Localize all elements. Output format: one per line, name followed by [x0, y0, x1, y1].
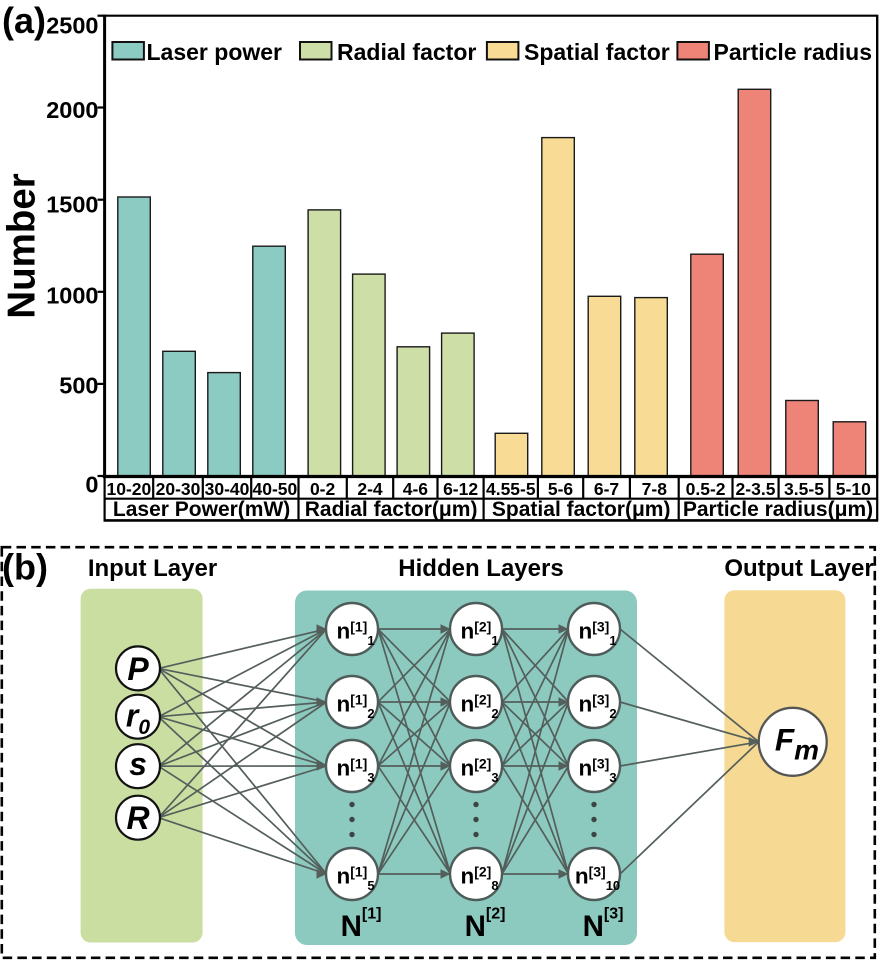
svg-text:R: R — [126, 800, 149, 836]
svg-text:P: P — [127, 651, 149, 687]
svg-text:500: 500 — [59, 373, 98, 399]
svg-text:Spatial factor: Spatial factor — [524, 39, 670, 65]
svg-text:Radial factor: Radial factor — [337, 39, 476, 65]
svg-text:40-50: 40-50 — [253, 479, 298, 499]
svg-text:10-20: 10-20 — [107, 479, 152, 499]
svg-text:Particle radius: Particle radius — [714, 39, 873, 65]
svg-text:Particle radius(μm): Particle radius(μm) — [683, 498, 873, 521]
svg-text:n[2]8: n[2]8 — [460, 864, 498, 893]
svg-text:7-8: 7-8 — [642, 479, 668, 499]
svg-text:Radial factor(μm): Radial factor(μm) — [305, 498, 478, 521]
svg-text:0: 0 — [85, 472, 98, 498]
svg-text:n[2]3: n[2]3 — [460, 756, 498, 785]
svg-text:Laser power: Laser power — [147, 39, 283, 65]
svg-text:0.5-2: 0.5-2 — [686, 479, 726, 499]
svg-text:20-30: 20-30 — [156, 479, 201, 499]
svg-text:6-7: 6-7 — [594, 479, 619, 499]
svg-text:2000: 2000 — [46, 97, 98, 123]
svg-text:Spatial factor(μm): Spatial factor(μm) — [492, 498, 671, 521]
svg-text:2-3.5: 2-3.5 — [736, 479, 776, 499]
svg-text:4.55-5: 4.55-5 — [486, 479, 536, 499]
svg-text:Number: Number — [1, 173, 44, 318]
svg-text:0-2: 0-2 — [310, 479, 336, 499]
svg-text:4-6: 4-6 — [403, 479, 429, 499]
svg-text:Hidden Layers: Hidden Layers — [398, 555, 563, 582]
svg-text:5-6: 5-6 — [548, 479, 574, 499]
svg-text:6-12: 6-12 — [443, 479, 478, 499]
svg-text:Laser Power(mW): Laser Power(mW) — [113, 498, 290, 521]
svg-text:n[1]3: n[1]3 — [336, 756, 374, 785]
svg-text:(a): (a) — [2, 0, 46, 41]
svg-text:Fm: Fm — [775, 722, 819, 766]
svg-text:1000: 1000 — [46, 283, 98, 309]
svg-text:Input Layer: Input Layer — [88, 555, 217, 582]
svg-text:s: s — [129, 746, 147, 782]
svg-text:30-40: 30-40 — [205, 479, 250, 499]
svg-text:2-4: 2-4 — [357, 479, 383, 499]
svg-text:r0: r0 — [126, 698, 150, 740]
svg-text:(b): (b) — [2, 547, 48, 588]
svg-text:1500: 1500 — [46, 192, 98, 218]
svg-text:3.5-5: 3.5-5 — [784, 479, 824, 499]
svg-text:2500: 2500 — [46, 13, 98, 39]
svg-text:Output Layer: Output Layer — [724, 555, 873, 582]
svg-text:5-10: 5-10 — [836, 479, 871, 499]
